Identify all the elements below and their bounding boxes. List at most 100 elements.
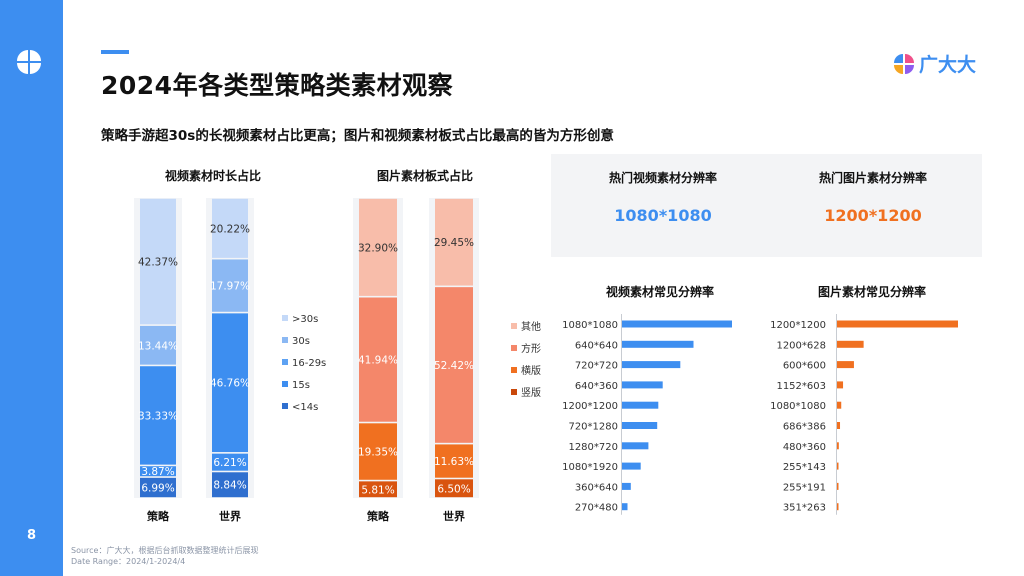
bar: [837, 401, 842, 409]
hot-image-resolution-value: 1200*1200: [824, 206, 922, 225]
bar: [837, 320, 958, 328]
bar-segment: [435, 287, 473, 443]
brand-name: 广大大: [919, 54, 977, 76]
bar-segment: [140, 366, 176, 465]
category-label: 686*386: [783, 422, 826, 433]
legend-swatch: [511, 323, 517, 329]
bar-segment: [212, 198, 248, 258]
data-label: 3.87%: [141, 466, 174, 478]
data-label: 6.21%: [213, 457, 246, 469]
page-title: 2024年各类型策略类素材观察: [101, 71, 454, 100]
bar: [837, 340, 864, 348]
legend-label: <14s: [292, 402, 318, 413]
data-label: 29.45%: [434, 237, 474, 249]
bar-segment: [359, 198, 397, 296]
data-label: 42.37%: [138, 257, 178, 269]
legend-swatch: [511, 367, 517, 373]
bar-segment: [140, 466, 176, 477]
source-note: Source：广大大，根据后台抓取数据整理统计后展现 Date Range：20…: [71, 545, 258, 567]
bar-segment: [359, 481, 397, 498]
category-label: 351*263: [783, 503, 826, 514]
bar-segment: [435, 444, 473, 478]
data-label: 6.99%: [141, 483, 174, 495]
brand-mark-icon: [894, 53, 914, 74]
bar: [622, 442, 649, 450]
video-resolution-chart-title: 视频素材常见分辨率: [605, 285, 714, 299]
bar: [837, 482, 839, 490]
legend-swatch: [282, 403, 288, 409]
legend-swatch: [511, 389, 517, 395]
top-resolution-panel: 热门视频素材分辨率 1080*1080 热门图片素材分辨率 1200*1200: [551, 154, 982, 257]
category-label: 720*1280: [568, 422, 618, 433]
data-label: 11.63%: [434, 456, 474, 468]
bar-segment: [435, 198, 473, 286]
data-label: 13.44%: [138, 340, 178, 352]
hot-image-resolution-label: 热门图片素材分辨率: [818, 171, 927, 185]
bar-segment: [140, 198, 176, 325]
data-label: 41.94%: [358, 355, 398, 367]
image-resolution-chart-title: 图片素材常见分辨率: [817, 285, 926, 299]
bar: [622, 361, 681, 369]
legend-label: 方形: [521, 342, 541, 355]
bar-segment: [140, 477, 176, 498]
bar: [837, 361, 854, 369]
hot-video-resolution-value: 1080*1080: [614, 206, 712, 225]
hot-video-resolution-label: 热门视频素材分辨率: [608, 171, 717, 185]
legend-swatch: [282, 315, 288, 321]
category-label: 1080*1920: [562, 462, 618, 473]
data-label: 20.22%: [210, 223, 250, 235]
category-label: 1280*720: [568, 442, 618, 453]
data-label: 32.90%: [358, 242, 398, 254]
category-label: 1080*1080: [770, 401, 826, 412]
category-label: 720*720: [575, 361, 618, 372]
category-label: 1200*1200: [770, 320, 826, 331]
image-format-chart-title: 图片素材板式占比: [376, 169, 473, 183]
page-subtitle: 策略手游超30s的长视频素材占比更高；图片和视频素材板式占比最高的皆为方形创意: [101, 128, 614, 144]
data-label: 19.35%: [358, 447, 398, 459]
legend-swatch: [282, 337, 288, 343]
bar: [837, 422, 841, 429]
data-label: 5.81%: [361, 484, 394, 496]
brand-logo-icon: [17, 50, 41, 74]
bar: [837, 462, 839, 470]
bar: [837, 503, 839, 511]
data-label: 33.33%: [138, 410, 178, 422]
legend-label: 30s: [292, 336, 310, 347]
bar: [622, 422, 658, 429]
category-label: 255*143: [783, 462, 826, 473]
category-label: 世界: [219, 509, 241, 523]
legend-swatch: [511, 345, 517, 351]
bar-segment: [212, 453, 248, 471]
bar-segment: [140, 325, 176, 365]
bar: [622, 320, 732, 328]
legend-label: 15s: [292, 380, 310, 391]
category-label: 1200*1200: [562, 401, 618, 412]
bar: [622, 381, 663, 389]
bar: [837, 442, 839, 450]
category-label: 1152*603: [776, 381, 826, 392]
image-resolution-chart: 1200*1200 1200*628 600*600 1152*603 1080*108…: [770, 314, 958, 515]
category-label: 策略: [366, 509, 390, 523]
bar: [837, 381, 844, 389]
video-duration-chart-title: 视频素材时长占比: [164, 169, 261, 183]
legend-label: 16-29s: [292, 358, 326, 369]
bar-segment: [359, 423, 397, 480]
page-number: 8: [26, 528, 37, 543]
category-label: 1200*628: [776, 340, 826, 351]
data-label: 6.50%: [437, 483, 470, 495]
bar: [622, 401, 659, 409]
source-line: Source：广大大，根据后台抓取数据整理统计后展现: [71, 546, 259, 555]
bar-segment: [359, 297, 397, 422]
legend-swatch: [282, 381, 288, 387]
data-label: 46.76%: [210, 378, 250, 390]
brand: 广大大: [893, 50, 976, 77]
sidebar: 8: [0, 0, 63, 576]
date-range-line: Date Range：2024/1-2024/4: [71, 557, 186, 566]
image-format-chart: 5.81% 19.35% 41.94% 32.90% 策略 6.50% 11.63% 52.4…: [353, 198, 541, 523]
legend-swatch: [282, 359, 288, 365]
bar: [622, 340, 694, 348]
category-label: 世界: [443, 509, 465, 523]
category-label: 270*480: [575, 503, 618, 514]
bar-segment: [212, 313, 248, 453]
legend-label: 竖版: [521, 386, 541, 399]
